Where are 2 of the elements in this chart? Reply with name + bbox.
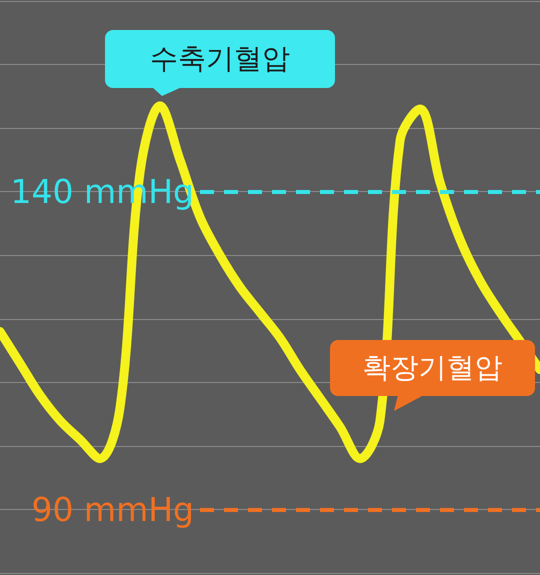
ref-line-label: 90 mmHg [31,490,194,529]
annotation: 확장기혈압 [330,340,535,396]
